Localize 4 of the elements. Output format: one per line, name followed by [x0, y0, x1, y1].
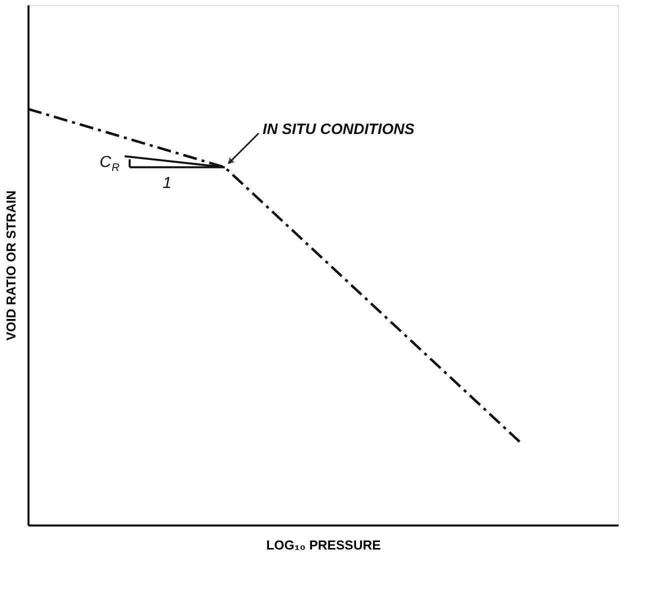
y-axis-title: VOID RATIO OR STRAIN — [4, 190, 18, 340]
annotation: 1 — [162, 175, 172, 192]
x-axis-title: LOG₁₀ PRESSURE — [266, 538, 382, 552]
annotation: IN SITU CONDITIONS — [262, 121, 414, 138]
